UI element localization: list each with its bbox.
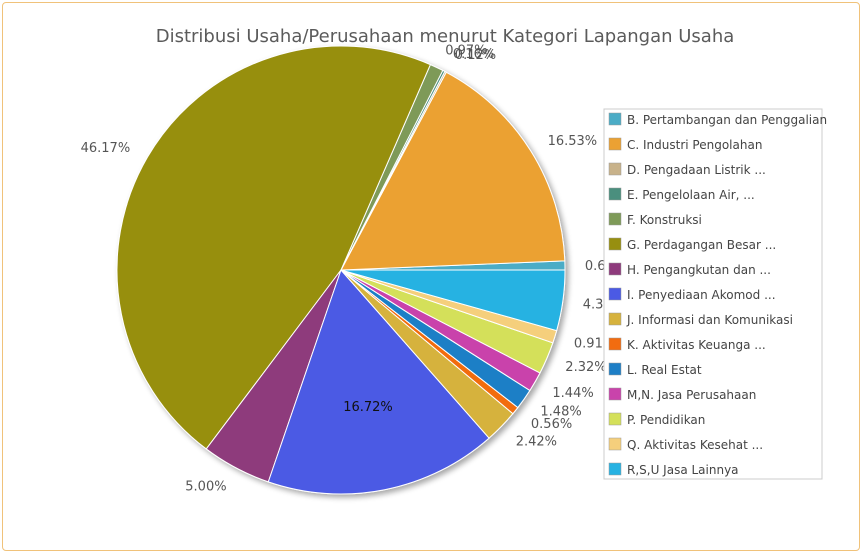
slice-label: 1.48% bbox=[540, 405, 581, 420]
legend-swatch[interactable] bbox=[608, 237, 622, 251]
legend-item-label[interactable]: B. Pertambangan dan Penggalian bbox=[627, 113, 827, 127]
legend[interactable]: B. Pertambangan dan Penggalian C. Industr… bbox=[603, 108, 827, 480]
slice-label: 16.53% bbox=[548, 134, 598, 149]
slice-label: 0.12% bbox=[455, 48, 496, 63]
pie-slices bbox=[116, 45, 566, 495]
legend-swatch[interactable] bbox=[608, 212, 622, 226]
legend-swatch[interactable] bbox=[608, 137, 622, 151]
slice-label: 46.17% bbox=[81, 141, 131, 156]
legend-swatch[interactable] bbox=[608, 162, 622, 176]
slice-label: 5.00% bbox=[185, 480, 226, 495]
chart-title: Distribusi Usaha/Perusahaan menurut Kate… bbox=[156, 26, 735, 47]
slice-label: 2.32% bbox=[565, 360, 606, 375]
legend-item-label[interactable]: I. Penyediaan Akomod ... bbox=[627, 288, 776, 302]
legend-swatch[interactable] bbox=[608, 412, 622, 426]
slice-label: 0.97% bbox=[445, 43, 486, 58]
legend-swatch[interactable] bbox=[608, 262, 622, 276]
pie-slice[interactable] bbox=[340, 269, 566, 332]
legend-item-label[interactable]: C. Industri Pengolahan bbox=[627, 138, 762, 152]
pie-slice[interactable] bbox=[116, 45, 432, 450]
legend-swatch[interactable] bbox=[608, 187, 622, 201]
legend-swatch[interactable] bbox=[608, 387, 622, 401]
slice-label: 1.44% bbox=[552, 386, 593, 401]
legend-swatch[interactable] bbox=[608, 287, 622, 301]
legend-item-label[interactable]: G. Perdagangan Besar ... bbox=[627, 238, 776, 252]
legend-item-label[interactable]: J. Informasi dan Komunikasi bbox=[626, 313, 793, 327]
legend-box bbox=[603, 108, 823, 480]
legend-item-label[interactable]: L. Real Estat bbox=[627, 363, 702, 377]
slice-label: 0.56% bbox=[531, 417, 572, 432]
legend-swatch[interactable] bbox=[608, 437, 622, 451]
legend-swatch[interactable] bbox=[608, 462, 622, 476]
legend-item-label[interactable]: H. Pengangkutan dan ... bbox=[627, 263, 771, 277]
legend-item-label[interactable]: E. Pengelolaan Air, ... bbox=[627, 188, 755, 202]
slice-label: 16.72% bbox=[343, 400, 393, 415]
legend-swatch[interactable] bbox=[608, 337, 622, 351]
legend-item-label[interactable]: M,N. Jasa Perusahaan bbox=[627, 388, 756, 402]
legend-item-label[interactable]: F. Konstruksi bbox=[627, 213, 702, 227]
pie-slice[interactable] bbox=[340, 71, 566, 271]
legend-item-label[interactable]: K. Aktivitas Keuanga ... bbox=[627, 338, 766, 352]
pie-slice[interactable] bbox=[267, 269, 490, 495]
slice-label: 0.16% bbox=[453, 47, 494, 62]
legend-item-label[interactable]: D. Pengadaan Listrik ... bbox=[627, 163, 766, 177]
legend-swatch[interactable] bbox=[608, 362, 622, 376]
legend-swatch[interactable] bbox=[608, 312, 622, 326]
legend-item-label[interactable]: Q. Aktivitas Kesehat ... bbox=[627, 438, 763, 452]
legend-swatch[interactable] bbox=[608, 112, 622, 126]
legend-item-label[interactable]: P. Pendidikan bbox=[627, 413, 705, 427]
legend-item-label[interactable]: R,S,U Jasa Lainnya bbox=[627, 463, 739, 477]
slice-label: 2.42% bbox=[516, 434, 557, 449]
